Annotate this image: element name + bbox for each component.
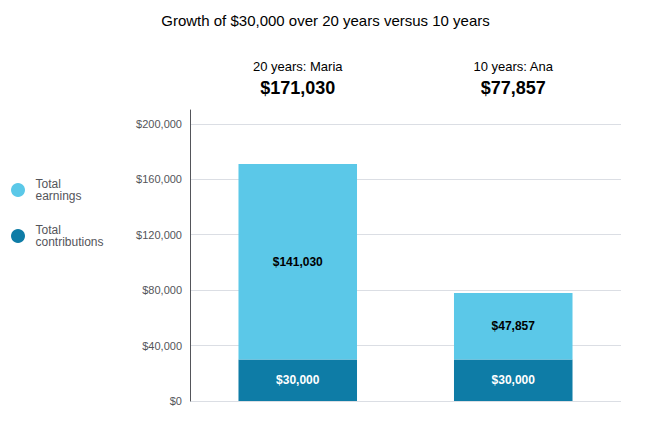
svg-text:earnings: earnings bbox=[36, 189, 82, 203]
svg-text:$171,030: $171,030 bbox=[260, 78, 335, 98]
svg-text:$77,857: $77,857 bbox=[481, 78, 546, 98]
svg-text:Total: Total bbox=[35, 177, 61, 191]
svg-text:$47,857: $47,857 bbox=[492, 319, 536, 333]
svg-text:Growth of $30,000 over 20 year: Growth of $30,000 over 20 years versus 1… bbox=[161, 12, 490, 29]
svg-text:$0: $0 bbox=[170, 395, 182, 407]
svg-text:$80,000: $80,000 bbox=[142, 284, 182, 296]
svg-text:20 years: Maria: 20 years: Maria bbox=[253, 59, 343, 74]
svg-text:$120,000: $120,000 bbox=[136, 229, 182, 241]
svg-text:$30,000: $30,000 bbox=[276, 373, 320, 387]
svg-text:$160,000: $160,000 bbox=[136, 173, 182, 185]
svg-text:$40,000: $40,000 bbox=[142, 340, 182, 352]
svg-text:Total: Total bbox=[35, 223, 61, 237]
svg-text:$30,000: $30,000 bbox=[492, 373, 536, 387]
svg-text:contributions: contributions bbox=[36, 235, 104, 249]
svg-text:10 years: Ana: 10 years: Ana bbox=[474, 59, 554, 74]
svg-text:$141,030: $141,030 bbox=[273, 255, 323, 269]
svg-text:$200,000: $200,000 bbox=[136, 118, 182, 130]
